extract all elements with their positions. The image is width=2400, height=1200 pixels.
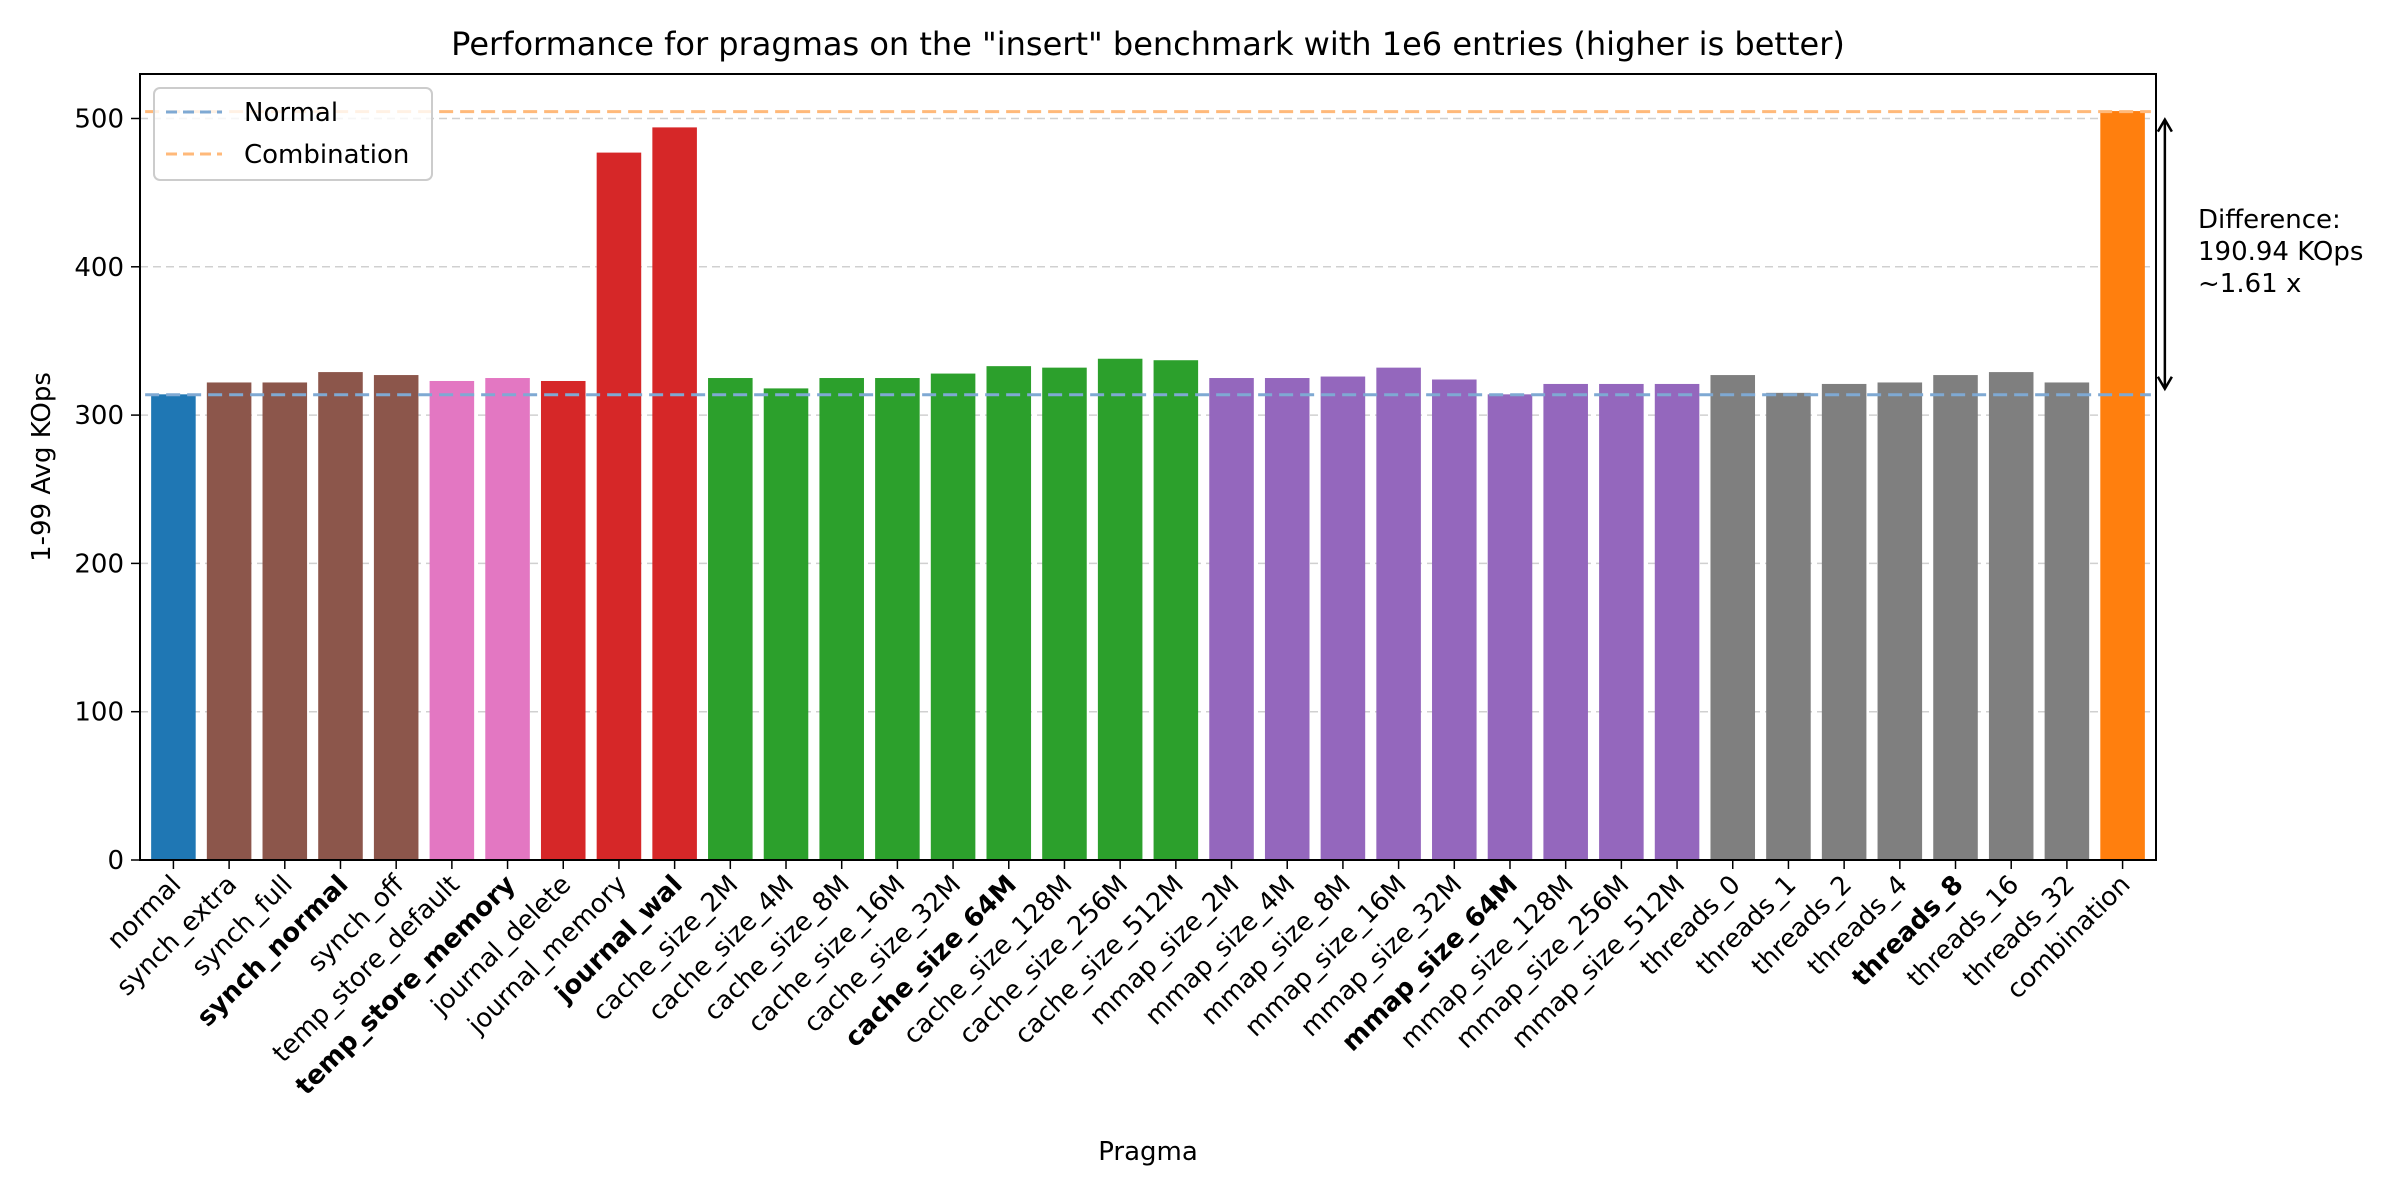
bar-mmap_size_64M (1487, 394, 1533, 860)
bar-mmap_size_32M (1432, 379, 1477, 860)
bar-threads_1 (1766, 392, 1811, 860)
difference-label-line-2: 190.94 KOps (2198, 237, 2363, 267)
bar-mmap_size_512M (1654, 383, 1700, 860)
bar-journal_wal (652, 127, 697, 861)
y-tick-label: 300 (74, 401, 124, 431)
legend-normal-label: Normal (244, 98, 338, 128)
y-axis-title: 1-99 Avg KOps (27, 372, 57, 562)
reference-lines (145, 110, 2151, 397)
difference-label-line-1: Difference: (2198, 205, 2341, 235)
bar-threads_4 (1877, 382, 1923, 860)
difference-annotation: Difference: 190.94 KOps ~1.61 x (2156, 117, 2363, 392)
bar-mmap_size_16M (1376, 367, 1421, 860)
y-tick-label: 400 (74, 253, 124, 283)
bar-synch_off (373, 375, 419, 860)
y-axis: 0 100 200 300 400 500 (74, 104, 140, 876)
bar-cache_size_512M (1153, 360, 1199, 860)
bar-threads_0 (1710, 375, 1756, 860)
bar-threads_32 (2044, 382, 2090, 860)
y-tick-label: 0 (107, 846, 124, 876)
legend-combination-label: Combination (244, 140, 409, 170)
bar-combination (2100, 111, 2145, 861)
difference-arrowhead-bottom (2156, 376, 2173, 392)
bar-mmap_size_256M (1599, 383, 1644, 860)
bar-journal_memory (596, 152, 642, 861)
difference-label-line-3: ~1.61 x (2198, 269, 2301, 299)
bar-mmap_size_8M (1320, 376, 1366, 860)
grid-lines (140, 117, 2156, 713)
bar-synch_full (262, 382, 308, 860)
y-tick-label: 500 (74, 104, 124, 134)
bar-threads_2 (1821, 383, 1867, 860)
bar-normal (151, 394, 196, 860)
y-tick-label: 200 (74, 549, 124, 579)
bar-cache_size_4M (763, 388, 809, 860)
bar-cache_size_256M (1097, 358, 1143, 860)
bar-cache_size_2M (708, 378, 753, 860)
x-axis: normalsynch_extrasynch_fullsynch_normals… (102, 860, 2137, 1101)
bar-mmap_size_128M (1543, 383, 1588, 860)
bar-temp_store_memory (485, 378, 530, 860)
x-axis-title: Pragma (1098, 1137, 1198, 1167)
chart-title: Performance for pragmas on the "insert" … (451, 25, 1845, 63)
y-tick-label: 100 (74, 698, 124, 728)
bar-synch_normal (318, 372, 363, 860)
difference-arrowhead-top (2156, 117, 2173, 133)
bar-cache_size_64M (986, 366, 1032, 860)
bar-threads_16 (1988, 372, 2034, 860)
bar-cache_size_16M (875, 378, 920, 860)
legend: Normal Combination (153, 87, 433, 181)
bar-mmap_size_4M (1264, 378, 1310, 860)
bar-cache_size_128M (1042, 367, 1087, 860)
bar-cache_size_32M (930, 373, 976, 860)
legend-box (153, 87, 433, 181)
bar-temp_store_default (429, 380, 475, 860)
bar-mmap_size_2M (1209, 378, 1254, 860)
plot-frame (139, 73, 2157, 861)
bar-threads_8 (1933, 375, 1978, 860)
bars (151, 111, 2145, 861)
bar-synch_extra (206, 382, 252, 860)
bar-cache_size_8M (819, 378, 864, 860)
bar-journal_delete (540, 380, 586, 860)
